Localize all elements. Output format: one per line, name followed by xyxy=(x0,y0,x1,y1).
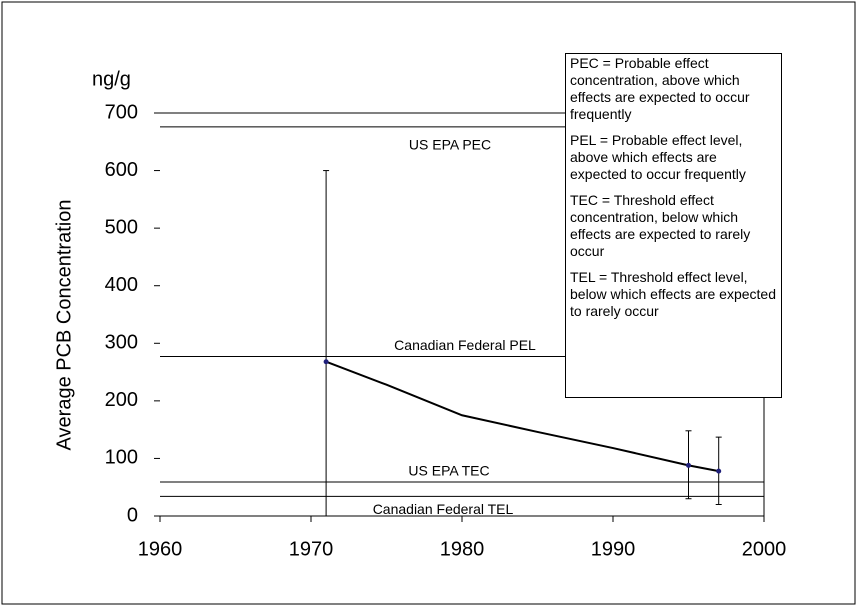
data-point xyxy=(686,462,691,468)
y-tick-label: 400 xyxy=(105,274,138,296)
y-tick-label: 600 xyxy=(105,159,138,181)
y-tick-label: 100 xyxy=(105,447,138,469)
data-point xyxy=(323,359,329,365)
x-tick-label: 1990 xyxy=(591,538,636,560)
y-tick-label: 500 xyxy=(105,216,138,238)
y-tick-label: 300 xyxy=(105,332,138,354)
x-tick-label: 2000 xyxy=(742,538,787,560)
reference-label: Canadian Federal PEL xyxy=(394,337,536,353)
x-tick-label: 1980 xyxy=(440,538,485,560)
note: PEC = Probable effect concentration, abo… xyxy=(570,55,750,122)
note: PEL = Probable effect level, above which… xyxy=(570,132,746,182)
reference-label: US EPA TEC xyxy=(408,463,489,479)
y-unit: ng/g xyxy=(92,68,131,90)
notes-box: PEC = Probable effect concentration, abo… xyxy=(565,53,782,398)
note: TEC = Threshold effect concentration, be… xyxy=(570,192,751,259)
note: TEL = Threshold effect level, below whic… xyxy=(570,269,776,319)
y-tick-label: 0 xyxy=(127,504,138,526)
reference-label: Canadian Federal TEL xyxy=(373,501,514,517)
reference-label: US EPA PEC xyxy=(409,137,491,153)
y-tick-label: 700 xyxy=(105,101,138,123)
x-tick-label: 1960 xyxy=(138,538,183,560)
y-axis-label: Average PCB Concentration xyxy=(53,200,75,451)
x-tick-label: 1970 xyxy=(289,538,334,560)
data-point xyxy=(716,468,722,474)
y-tick-label: 200 xyxy=(105,389,138,411)
